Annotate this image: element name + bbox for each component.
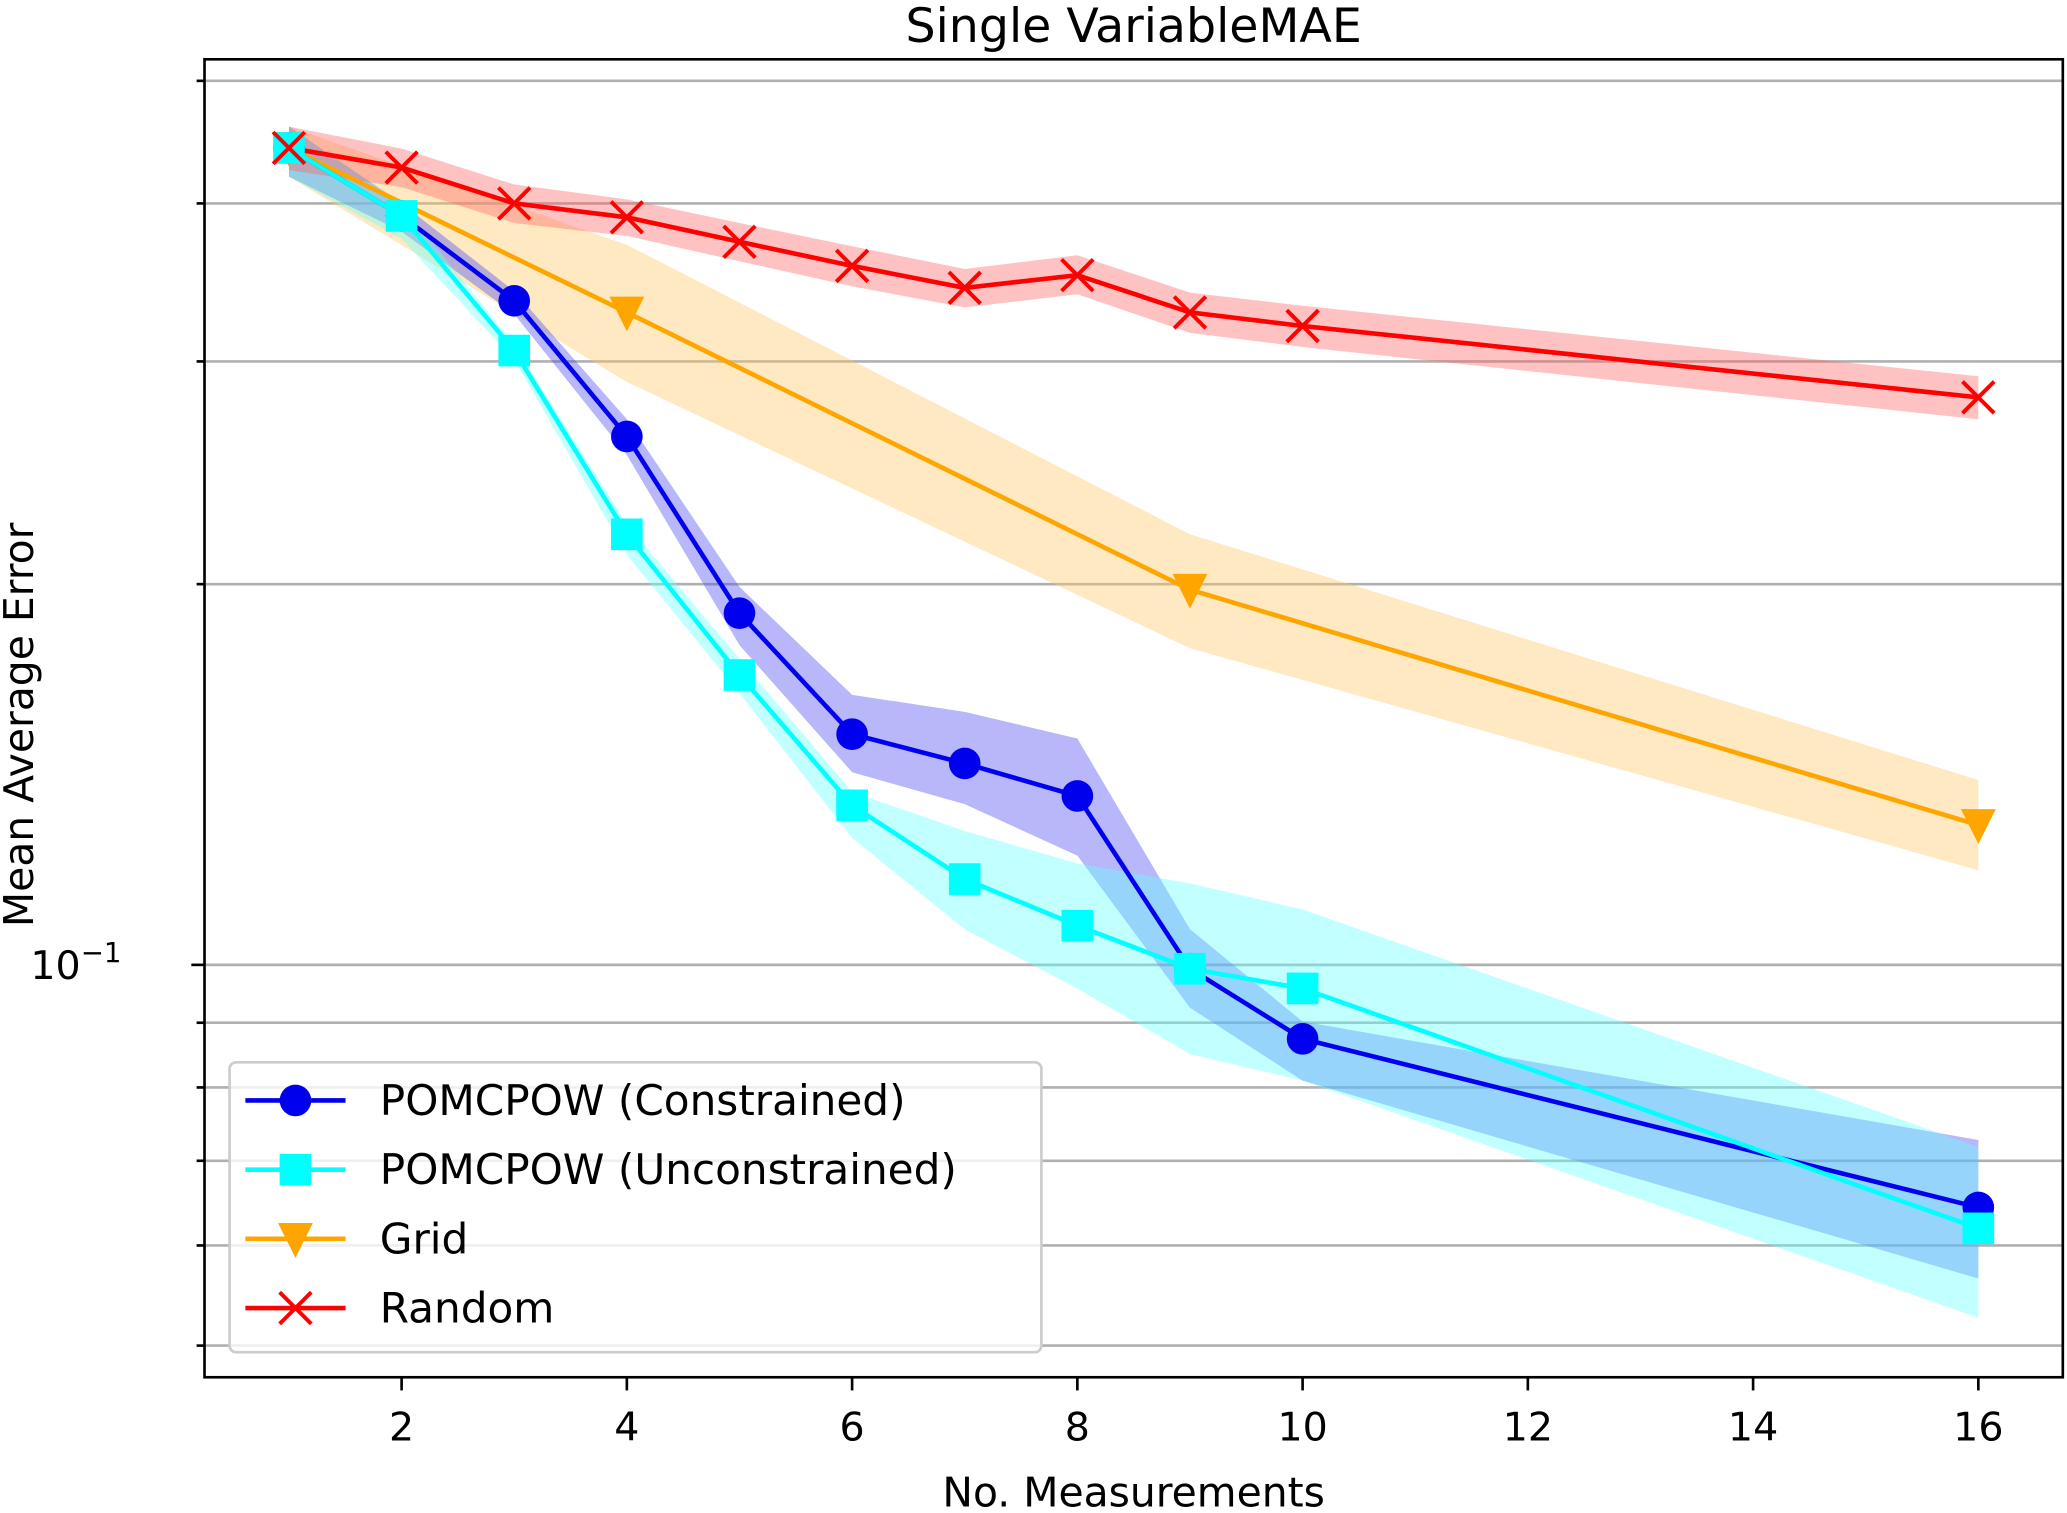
legend-label: POMCPOW (Unconstrained): [380, 1145, 957, 1194]
marker-x: [271, 130, 307, 166]
marker-circle: [1286, 1023, 1319, 1055]
marker-circle: [836, 718, 868, 750]
marker-x: [722, 224, 757, 260]
series-markers: [271, 130, 1996, 1245]
marker-circle: [1061, 780, 1094, 812]
marker-x: [1285, 308, 1320, 344]
marker-circle: [279, 1084, 312, 1117]
marker-square: [1286, 972, 1319, 1005]
marker-x: [609, 200, 645, 235]
marker-square: [723, 659, 756, 691]
x-tick-label: 8: [1065, 1405, 1090, 1451]
series-line-2: [287, 145, 1980, 828]
x-axis-ticks: 2 4 6 8 10 12 14 16: [389, 1377, 2003, 1451]
legend-box: [228, 1060, 1043, 1354]
marker-x: [384, 150, 419, 185]
marker-square: [836, 789, 868, 822]
marker-square: [498, 334, 531, 367]
marker-circle: [611, 420, 643, 453]
band-3: [288, 126, 1979, 420]
marker-square: [1061, 909, 1094, 942]
x-tick-label: 14: [1728, 1405, 1778, 1451]
marker-square: [948, 863, 981, 895]
marker-x: [278, 1290, 313, 1326]
x-tick-label: 6: [840, 1405, 865, 1451]
marker-x: [1172, 295, 1208, 330]
y-axis-label: Mean Average Error: [0, 522, 43, 927]
marker-x: [1961, 380, 1996, 415]
band-2: [288, 126, 1979, 871]
legend: POMCPOW (Constrained) POMCPOW (Unconstrai…: [228, 1060, 1043, 1354]
marker-square: [611, 518, 643, 551]
marker-square: [1174, 952, 1206, 985]
x-tick-label: 2: [389, 1405, 414, 1451]
marker-triangle-down: [1172, 573, 1208, 609]
marker-square: [385, 200, 418, 232]
x-tick-label: 12: [1503, 1405, 1553, 1451]
x-tick-label: 16: [1953, 1405, 2003, 1451]
marker-triangle-down: [609, 296, 645, 332]
marker-square: [1962, 1212, 1995, 1245]
marker-square: [279, 1153, 312, 1186]
y-axis-ticks: 10−1: [30, 79, 205, 1347]
marker-x: [497, 186, 532, 221]
marker-x: [834, 248, 870, 284]
marker-triangle-down: [278, 1223, 313, 1258]
legend-label: Grid: [380, 1214, 468, 1263]
marker-circle: [723, 597, 756, 630]
band-1: [288, 126, 1979, 1318]
marker-x: [947, 270, 982, 306]
x-tick-label: 4: [614, 1405, 639, 1451]
marker-circle: [948, 747, 981, 780]
marker-triangle-down: [1960, 809, 1996, 844]
marker-x: [1060, 257, 1095, 293]
y-tick-label-major: 10−1: [30, 936, 121, 989]
marker-circle: [498, 285, 531, 317]
plot-frame: [203, 57, 2065, 1379]
chart-title: Single VariableMAE: [905, 0, 1361, 54]
x-axis-label: No. Measurements: [942, 1468, 1324, 1513]
legend-label: POMCPOW (Constrained): [380, 1076, 906, 1125]
x-tick-label: 10: [1277, 1405, 1327, 1451]
legend-label: Random: [380, 1284, 555, 1333]
